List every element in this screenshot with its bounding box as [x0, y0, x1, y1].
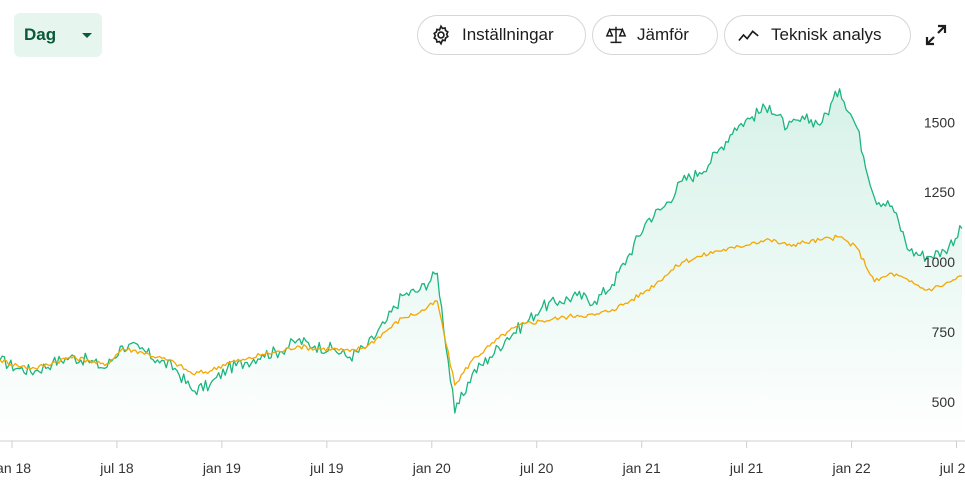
y-tick-label: 750: [932, 324, 956, 340]
compare-button-label: Jämför: [637, 25, 689, 44]
period-select[interactable]: Dag: [14, 13, 102, 57]
x-tick-label: jan 19: [202, 460, 241, 476]
y-tick-label: 1500: [924, 114, 955, 130]
chevron-down-icon: [82, 32, 92, 38]
scale-icon: [605, 26, 627, 44]
x-tick-label: jan 20: [412, 460, 451, 476]
x-tick-label: jul 21: [729, 460, 764, 476]
settings-button[interactable]: Inställningar: [417, 15, 586, 55]
trend-line-icon: [738, 30, 759, 42]
technical-analysis-button-label: Teknisk analys: [771, 25, 882, 44]
y-tick-label: 500: [932, 394, 956, 410]
period-select-label: Dag: [24, 25, 57, 44]
series-area: [0, 88, 962, 442]
compare-button[interactable]: Jämför: [592, 15, 718, 55]
x-tick-label: jan 18: [0, 460, 31, 476]
x-tick-label: jul 22: [939, 460, 965, 476]
x-tick-label: jul 19: [309, 460, 344, 476]
x-tick-label: jan 21: [622, 460, 661, 476]
x-tick-label: jul 20: [519, 460, 554, 476]
series-line-1[interactable]: [0, 88, 963, 414]
settings-button-label: Inställningar: [462, 25, 554, 44]
x-tick-label: jan 22: [831, 460, 870, 476]
y-tick-label: 1250: [924, 184, 955, 200]
technical-analysis-button[interactable]: Teknisk analys: [724, 15, 911, 55]
expand-icon[interactable]: [924, 23, 948, 47]
x-tick-label: jul 18: [99, 460, 134, 476]
y-tick-label: 1000: [924, 254, 955, 270]
series-line-2[interactable]: [0, 234, 963, 386]
gear-icon: [433, 24, 449, 46]
